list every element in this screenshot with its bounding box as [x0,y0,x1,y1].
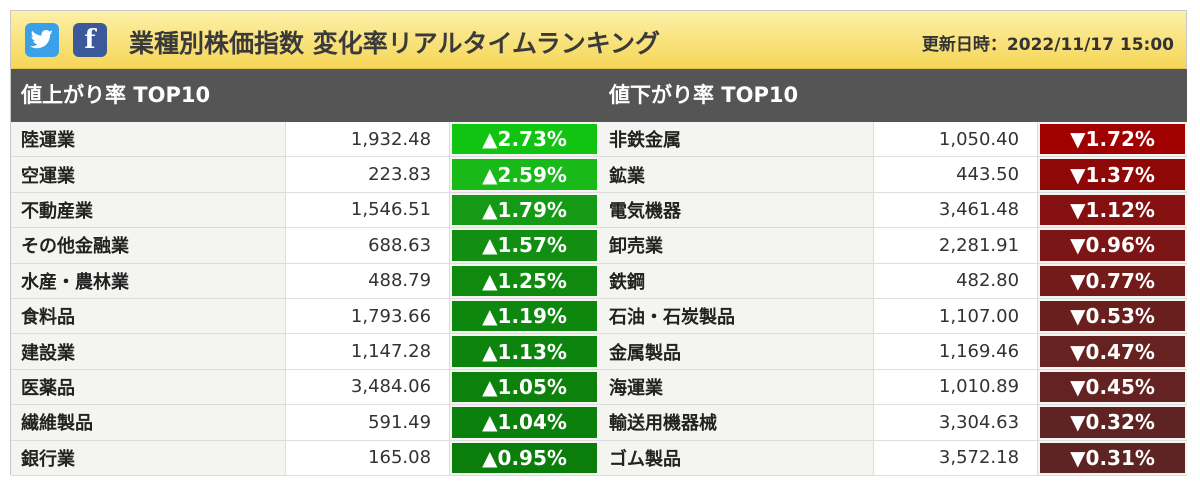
table-row: その他金融業 688.63 ▲1.57% [11,228,599,264]
change-badge: ▲2.73% [452,124,597,155]
change-badge: ▲1.57% [452,230,597,261]
twitter-icon [30,30,53,49]
rising-panel: 値上がり率 TOP10 陸運業 1,932.48 ▲2.73% 空運業 223.83 ▲2… [11,69,599,476]
sector-name: 医薬品 [11,369,287,405]
index-value: 1,793.66 [286,298,451,334]
index-value: 1,050.40 [874,122,1039,157]
table-row: 電気機器 3,461.48 ▼1.12% [599,192,1187,229]
sector-name: その他金融業 [11,228,287,263]
sector-name: 金属製品 [599,334,875,369]
change-badge: ▼0.53% [1040,300,1185,332]
change-badge: ▲0.95% [452,442,597,473]
sector-name: 水産・農林業 [11,263,287,298]
updated-timestamp: 更新日時：2022/11/17 15:00 [921,35,1174,55]
table-row: 鉱業 443.50 ▼1.37% [599,157,1187,193]
sector-name: 輸送用機器械 [599,405,875,440]
change-badge: ▲1.79% [452,194,597,226]
change-badge: ▼1.72% [1040,124,1185,155]
table-row: 水産・農林業 488.79 ▲1.25% [11,263,599,299]
sector-name: 建設業 [11,334,287,369]
index-value: 488.79 [286,263,451,298]
index-value: 223.83 [286,157,451,192]
ranking-widget: f 業種別株価指数 変化率リアルタイムランキング 更新日時：2022/11/17… [10,10,1187,476]
change-badge: ▲1.25% [452,265,597,296]
sector-name: 陸運業 [11,122,287,157]
change-badge: ▼0.47% [1040,336,1185,367]
table-row: 建設業 1,147.28 ▲1.13% [11,334,599,370]
sector-name: ゴム製品 [599,440,875,475]
sector-name: 空運業 [11,157,287,192]
page-title: 業種別株価指数 変化率リアルタイムランキング [129,29,660,58]
change-badge: ▲1.19% [452,300,597,332]
rising-panel-title: 値上がり率 TOP10 [11,69,599,122]
table-row: 海運業 1,010.89 ▼0.45% [599,369,1187,406]
sector-name: 非鉄金属 [599,122,875,157]
sector-name: 電気機器 [599,192,875,228]
table-row: 繊維製品 591.49 ▲1.04% [11,405,599,441]
index-value: 1,932.48 [286,122,451,157]
table-row: 非鉄金属 1,050.40 ▼1.72% [599,122,1187,158]
header-bar: f 業種別株価指数 変化率リアルタイムランキング 更新日時：2022/11/17… [11,11,1186,69]
index-value: 165.08 [286,440,451,475]
change-badge: ▼0.32% [1040,407,1185,438]
sector-name: 鉱業 [599,157,875,192]
table-row: 不動産業 1,546.51 ▲1.79% [11,192,599,229]
change-badge: ▲1.13% [452,336,597,367]
table-row: 輸送用機器械 3,304.63 ▼0.32% [599,405,1187,441]
change-badge: ▼0.31% [1040,442,1185,473]
change-badge: ▲2.59% [452,159,597,190]
facebook-icon: f [84,25,96,55]
sector-name: 鉄鋼 [599,263,875,298]
sector-name: 銀行業 [11,440,287,475]
index-value: 1,010.89 [874,369,1039,405]
change-badge: ▼0.96% [1040,230,1185,261]
index-value: 3,484.06 [286,369,451,405]
sector-name: 卸売業 [599,228,875,263]
table-row: 卸売業 2,281.91 ▼0.96% [599,228,1187,264]
sector-name: 不動産業 [11,192,287,228]
table-row: 医薬品 3,484.06 ▲1.05% [11,369,599,406]
index-value: 443.50 [874,157,1039,192]
index-value: 3,304.63 [874,405,1039,440]
table-row: 空運業 223.83 ▲2.59% [11,157,599,193]
facebook-share-button[interactable]: f [73,23,107,57]
table-row: 鉄鋼 482.80 ▼0.77% [599,263,1187,299]
table-row: 銀行業 165.08 ▲0.95% [11,440,599,476]
index-value: 1,546.51 [286,192,451,228]
index-value: 1,107.00 [874,298,1039,334]
change-badge: ▼0.45% [1040,371,1185,403]
sector-name: 海運業 [599,369,875,405]
table-row: ゴム製品 3,572.18 ▼0.31% [599,440,1187,476]
falling-panel-title: 値下がり率 TOP10 [599,69,1187,122]
twitter-share-button[interactable] [25,23,59,57]
index-value: 482.80 [874,263,1039,298]
index-value: 688.63 [286,228,451,263]
table-row: 食料品 1,793.66 ▲1.19% [11,298,599,335]
index-value: 3,572.18 [874,440,1039,475]
sector-name: 石油・石炭製品 [599,298,875,334]
sector-name: 繊維製品 [11,405,287,440]
change-badge: ▲1.04% [452,407,597,438]
change-badge: ▼0.77% [1040,265,1185,296]
index-value: 3,461.48 [874,192,1039,228]
falling-panel: 値下がり率 TOP10 非鉄金属 1,050.40 ▼1.72% 鉱業 443.50 ▼1… [599,69,1187,476]
index-value: 1,147.28 [286,334,451,369]
index-value: 2,281.91 [874,228,1039,263]
change-badge: ▼1.12% [1040,194,1185,226]
table-row: 陸運業 1,932.48 ▲2.73% [11,122,599,158]
table-row: 石油・石炭製品 1,107.00 ▼0.53% [599,298,1187,335]
sector-name: 食料品 [11,298,287,334]
index-value: 1,169.46 [874,334,1039,369]
table-row: 金属製品 1,169.46 ▼0.47% [599,334,1187,370]
index-value: 591.49 [286,405,451,440]
change-badge: ▼1.37% [1040,159,1185,190]
change-badge: ▲1.05% [452,371,597,403]
